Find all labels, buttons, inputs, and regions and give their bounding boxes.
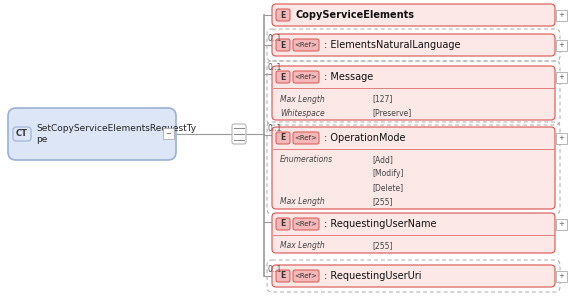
Bar <box>556 40 567 50</box>
Text: 0..1: 0..1 <box>267 63 282 72</box>
Text: 0..1: 0..1 <box>267 124 282 133</box>
Text: +: + <box>558 42 565 48</box>
FancyBboxPatch shape <box>276 218 290 230</box>
Bar <box>556 10 567 20</box>
Text: CT: CT <box>16 129 28 138</box>
Text: [Modify]: [Modify] <box>372 170 404 178</box>
Text: <Ref>: <Ref> <box>295 221 317 227</box>
Text: [127]: [127] <box>372 94 392 103</box>
Text: <Ref>: <Ref> <box>295 135 317 141</box>
FancyBboxPatch shape <box>272 66 555 120</box>
Text: E: E <box>280 219 286 228</box>
Text: <Ref>: <Ref> <box>295 273 317 279</box>
Text: [Add]: [Add] <box>372 156 393 165</box>
Text: Max Length: Max Length <box>280 198 325 206</box>
FancyBboxPatch shape <box>8 108 176 160</box>
Text: : Message: : Message <box>324 72 373 82</box>
Text: [Delete]: [Delete] <box>372 184 403 192</box>
Text: 0..1: 0..1 <box>267 265 282 274</box>
Text: +: + <box>558 12 565 18</box>
Bar <box>163 128 174 139</box>
Text: +: + <box>558 273 565 279</box>
Bar <box>556 271 567 282</box>
Text: CopyServiceElements: CopyServiceElements <box>295 10 414 20</box>
FancyBboxPatch shape <box>272 265 555 287</box>
Text: Whitespace: Whitespace <box>280 108 325 118</box>
Text: <Ref>: <Ref> <box>295 42 317 48</box>
Text: [255]: [255] <box>372 198 392 206</box>
Text: E: E <box>280 10 286 20</box>
FancyBboxPatch shape <box>276 9 290 21</box>
Text: Max Length: Max Length <box>280 94 325 103</box>
FancyBboxPatch shape <box>13 127 31 141</box>
Text: E: E <box>280 133 286 143</box>
FancyBboxPatch shape <box>232 124 246 144</box>
Text: : RequestingUserUri: : RequestingUserUri <box>324 271 421 281</box>
Text: : OperationMode: : OperationMode <box>324 133 405 143</box>
FancyBboxPatch shape <box>276 39 290 51</box>
FancyBboxPatch shape <box>272 4 555 26</box>
FancyBboxPatch shape <box>293 71 319 83</box>
FancyBboxPatch shape <box>272 127 555 209</box>
Text: Max Length: Max Length <box>280 241 325 250</box>
FancyBboxPatch shape <box>276 71 290 83</box>
Text: Enumerations: Enumerations <box>280 156 333 165</box>
Bar <box>556 72 567 83</box>
Text: : ElementsNaturalLanguage: : ElementsNaturalLanguage <box>324 40 460 50</box>
Text: −: − <box>166 130 171 137</box>
Text: SetCopyServiceElementsRequestTy
pe: SetCopyServiceElementsRequestTy pe <box>36 124 196 144</box>
Text: +: + <box>558 221 565 227</box>
FancyBboxPatch shape <box>272 213 555 253</box>
FancyBboxPatch shape <box>276 132 290 144</box>
Text: <Ref>: <Ref> <box>295 74 317 80</box>
Text: E: E <box>280 40 286 50</box>
FancyBboxPatch shape <box>293 270 319 282</box>
FancyBboxPatch shape <box>272 34 555 56</box>
Text: : RequestingUserName: : RequestingUserName <box>324 219 436 229</box>
Bar <box>556 132 567 143</box>
FancyBboxPatch shape <box>276 270 290 282</box>
FancyBboxPatch shape <box>293 132 319 144</box>
Text: [255]: [255] <box>372 241 392 250</box>
Bar <box>556 219 567 230</box>
Text: +: + <box>558 74 565 80</box>
Text: E: E <box>280 72 286 81</box>
Text: E: E <box>280 271 286 280</box>
FancyBboxPatch shape <box>293 218 319 230</box>
Text: 0..1: 0..1 <box>267 34 282 43</box>
Text: [Preserve]: [Preserve] <box>372 108 411 118</box>
Text: +: + <box>558 135 565 141</box>
FancyBboxPatch shape <box>293 39 319 51</box>
